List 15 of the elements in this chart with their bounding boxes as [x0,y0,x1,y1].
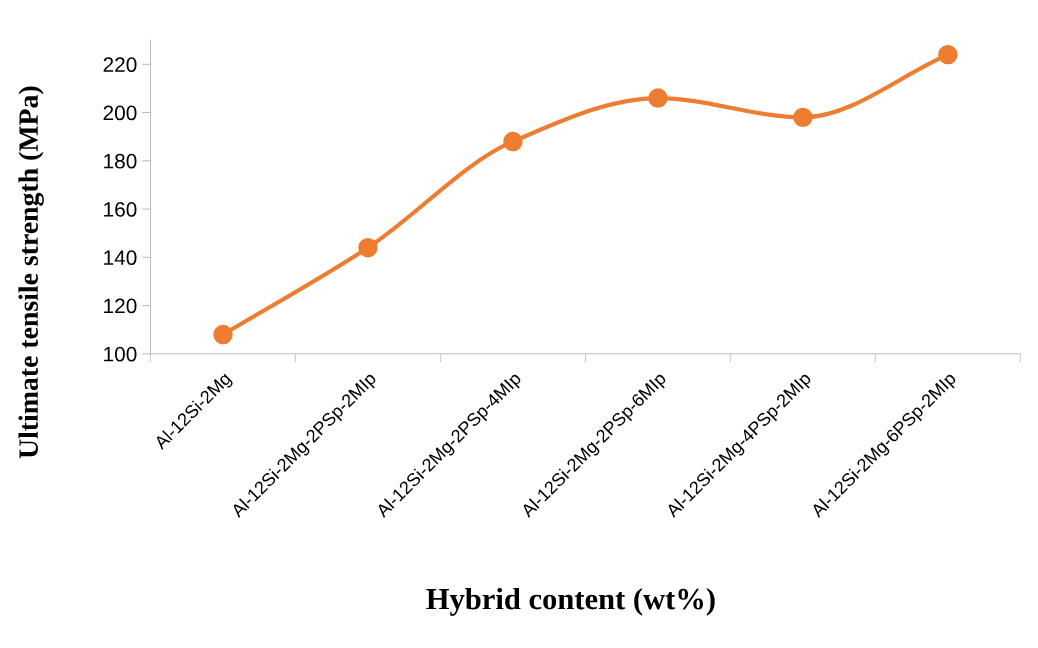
y-tick-label: 120 [104,298,137,314]
y-axis-title: Ultimate tensile strength (MPa) [18,86,44,459]
point [938,44,958,65]
y-tick-label: 160 [104,202,137,217]
y-tick-label: 200 [103,105,137,121]
point [213,324,233,345]
y-tick-label: 100 [104,346,137,362]
y-tick-label: 220 [103,57,137,73]
point [358,237,378,258]
point [648,88,668,108]
x-axis-title: Hybrid content (wt%) [426,587,715,616]
point [793,107,813,128]
y-tick-label: 140 [104,250,137,266]
y-tick-label: 180 [104,153,137,169]
point [503,131,523,152]
